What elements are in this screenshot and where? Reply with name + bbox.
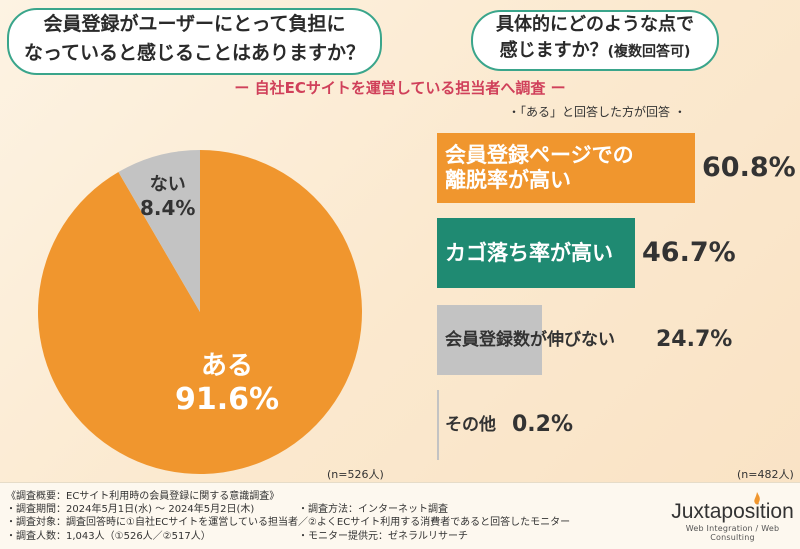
pie-slice-0 xyxy=(38,150,363,474)
question-2-line-2: 感じますか？(複数回答可) xyxy=(473,38,717,65)
pie-chart xyxy=(38,150,363,474)
bar-value-2: 24.7% xyxy=(656,327,733,352)
bar-value-1: 46.7% xyxy=(642,237,736,268)
company-logo: Juxtaposition Web Integration / Web Cons… xyxy=(665,500,800,542)
bar-label-0-line-0: 会員登録ページでの xyxy=(445,143,634,167)
bar-2 xyxy=(437,305,542,375)
pie-label-aru: ある 91.6% xyxy=(175,345,279,417)
bar-label-1-line-0: カゴ落ち率が高い xyxy=(445,240,613,265)
bar-3 xyxy=(437,390,439,460)
question-bubble-2: 具体的にどのような点で 感じますか？(複数回答可) xyxy=(471,10,719,71)
pie-sample-size: (n=526人) xyxy=(327,468,384,481)
survey-footer: 《調査概要：ECサイト利用時の会員登録に関する意識調査》 ・調査期間：2024年… xyxy=(0,482,800,549)
bar-sample-size: (n=482人) xyxy=(737,468,794,481)
pie-value-aru: 91.6% xyxy=(175,382,280,417)
bar-label-3-line-0: その他 xyxy=(445,414,496,435)
bar-0 xyxy=(437,133,695,203)
question-2-suffix: (複数回答可) xyxy=(607,44,691,60)
question-2-line-1: 具体的にどのような点で xyxy=(496,14,694,35)
bar-1 xyxy=(437,218,636,288)
survey-subtitle: ー 自社ECサイトを運営している担当者へ調査 ー xyxy=(234,79,566,97)
footer-target: ・調査対象：調査回答時に①自社ECサイトを運営している担当者／②よくECサイト利… xyxy=(6,517,571,528)
pie-value-nai: 8.4% xyxy=(140,196,196,220)
respondent-note: ・「ある」と回答した方が回答 ・ xyxy=(508,105,686,119)
bar-label-2-line-0: 会員登録数が伸びない xyxy=(445,329,615,350)
logo-sub: Web Integration / Web Consulting xyxy=(685,524,780,542)
question-2-main: 感じますか？ xyxy=(499,40,608,61)
bar-value-0: 60.8% xyxy=(702,152,796,183)
bar-label-0-line-1: 離脱率が高い xyxy=(445,168,571,192)
pie-label-aru-text: ある xyxy=(201,351,254,381)
pie-label-nai-text: ない xyxy=(149,174,186,195)
question-1-line-2: なっていると感じることはありますか？ xyxy=(23,42,366,64)
footer-period: ・調査期間：2024年5月1日(水) ～ 2024年5月2日(木) xyxy=(6,504,255,515)
footer-method: ・調査方法：インターネット調査 xyxy=(298,504,448,515)
question-bubble-1: 会員登録がユーザーにとって負担に なっていると感じることはありますか？ xyxy=(7,8,382,75)
footer-title: 《調査概要：ECサイト利用時の会員登録に関する意識調査》 xyxy=(6,491,280,502)
bar-label-3: その他 xyxy=(445,413,496,438)
pie-slice-1 xyxy=(118,150,200,312)
footer-count: ・調査人数：1,043人（①526人／②517人） xyxy=(6,531,211,542)
bar-label-1: カゴ落ち率が高い xyxy=(445,241,613,266)
bar-label-0: 会員登録ページでの 離脱率が高い xyxy=(445,143,634,193)
footer-provider: ・モニター提供元：ゼネラルリサーチ xyxy=(298,531,468,542)
bar-label-2: 会員登録数が伸びない xyxy=(445,328,615,353)
question-1-line-1: 会員登録がユーザーにとって負担に xyxy=(43,13,346,35)
pie-label-nai: ない 8.4% xyxy=(140,170,195,220)
flame-icon xyxy=(754,492,760,505)
bar-value-3: 0.2% xyxy=(512,412,574,437)
logo-main: Juxtaposition xyxy=(671,500,794,523)
